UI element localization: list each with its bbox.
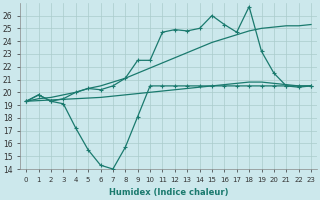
X-axis label: Humidex (Indice chaleur): Humidex (Indice chaleur)	[109, 188, 228, 197]
